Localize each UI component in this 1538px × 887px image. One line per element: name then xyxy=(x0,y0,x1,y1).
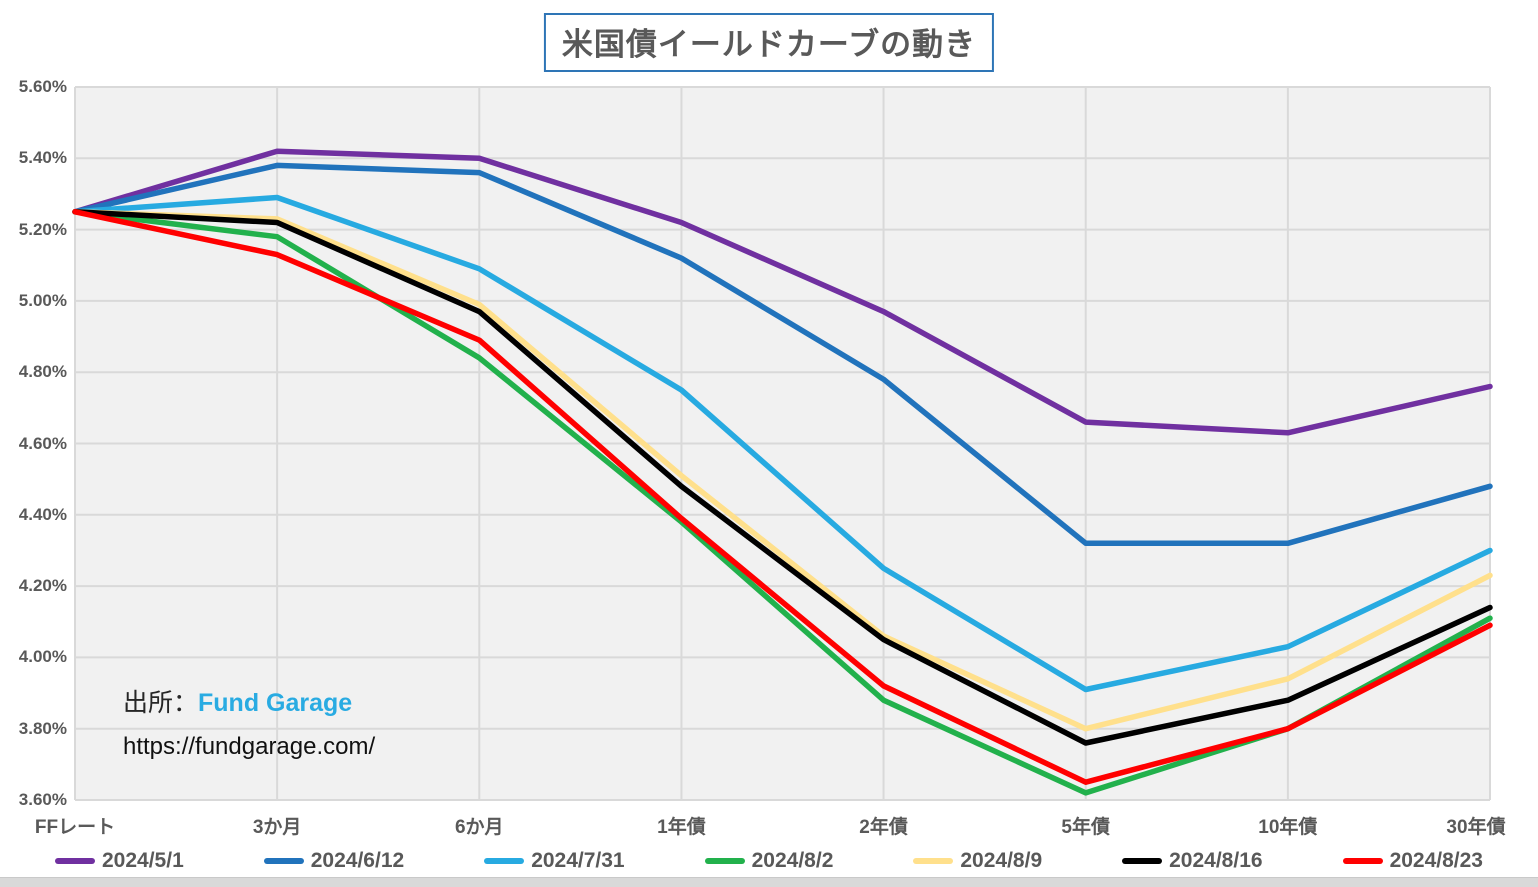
y-axis-tick-label: 4.20% xyxy=(18,576,67,596)
legend-label: 2024/8/16 xyxy=(1169,849,1263,872)
y-axis-tick-label: 3.80% xyxy=(18,718,67,738)
x-axis-tick-label: 5年債 xyxy=(1061,817,1110,838)
source-url: https://fundgarage.com/ xyxy=(123,733,376,760)
legend-line-swatch xyxy=(704,858,745,864)
bottom-edge-strip xyxy=(0,877,1538,887)
chart-legend: 2024/5/1 2024/6/12 2024/7/31 2024/8/2 2024/8… xyxy=(55,845,1483,877)
series-line-2024-7-31 xyxy=(72,194,1493,693)
series-line-2024-8-16 xyxy=(72,209,1493,746)
legend-item: 2024/8/9 xyxy=(913,849,1042,873)
series-line-2024-6-12 xyxy=(72,162,1493,547)
legend-line-swatch xyxy=(913,858,954,864)
source-block: 出所：Fund Garage https://fundgarage.com/ xyxy=(123,683,375,761)
legend-line-swatch xyxy=(263,858,304,864)
series-line-2024-5-1 xyxy=(72,148,1493,436)
y-axis-tick-label: 5.40% xyxy=(18,148,67,168)
y-axis-tick-label: 4.60% xyxy=(18,433,67,453)
legend-item: 2024/6/12 xyxy=(263,849,405,873)
y-axis-tick-label: 4.40% xyxy=(18,504,67,524)
legend-line-swatch xyxy=(55,858,95,864)
legend-item: 2024/8/23 xyxy=(1342,849,1483,873)
legend-line-swatch xyxy=(484,858,525,864)
legend-line-swatch xyxy=(1342,858,1383,864)
y-axis-tick-label: 5.00% xyxy=(18,290,67,310)
legend-item: 2024/8/2 xyxy=(704,849,834,873)
x-axis-tick-label: 2年債 xyxy=(859,817,908,838)
legend-label: 2024/8/2 xyxy=(751,849,834,872)
x-axis-tick-label: 1年債 xyxy=(657,817,706,838)
series-line-2024-8-9 xyxy=(72,209,1493,732)
legend-item: 2024/8/16 xyxy=(1122,849,1263,873)
legend-label: 2024/7/31 xyxy=(531,849,625,872)
y-axis-tick-label: 5.20% xyxy=(18,219,67,239)
legend-item: 2024/7/31 xyxy=(484,849,625,873)
legend-line-swatch xyxy=(1122,858,1163,864)
source-line: 出所：Fund Garage xyxy=(123,683,375,719)
chart-title: 米国債イールドカーブの動き xyxy=(543,13,995,72)
x-axis-tick-label: 10年債 xyxy=(1258,817,1318,838)
legend-label: 2024/8/9 xyxy=(960,849,1043,872)
series-line-2024-8-23 xyxy=(72,209,1493,785)
y-axis-tick-label: 3.60% xyxy=(18,790,67,809)
x-axis-tick-label: FFレート xyxy=(34,817,116,838)
source-name: Fund Garage xyxy=(198,689,353,717)
x-axis-tick-label: 6か月 xyxy=(454,817,504,838)
y-axis-tick-label: 4.00% xyxy=(18,647,67,667)
y-axis-tick-label: 5.60% xyxy=(18,77,67,96)
chart-title-text: 米国債イールドカーブの動き xyxy=(561,27,977,62)
x-axis-tick-label: 30年債 xyxy=(1446,817,1506,838)
legend-label: 2024/6/12 xyxy=(310,849,405,872)
source-prefix: 出所： xyxy=(123,689,199,717)
legend-label: 2024/5/1 xyxy=(102,849,184,872)
y-axis-tick-label: 4.80% xyxy=(18,362,67,382)
legend-item: 2024/5/1 xyxy=(55,849,184,873)
x-axis-tick-label: 3か月 xyxy=(252,817,302,838)
legend-label: 2024/8/23 xyxy=(1389,849,1483,872)
